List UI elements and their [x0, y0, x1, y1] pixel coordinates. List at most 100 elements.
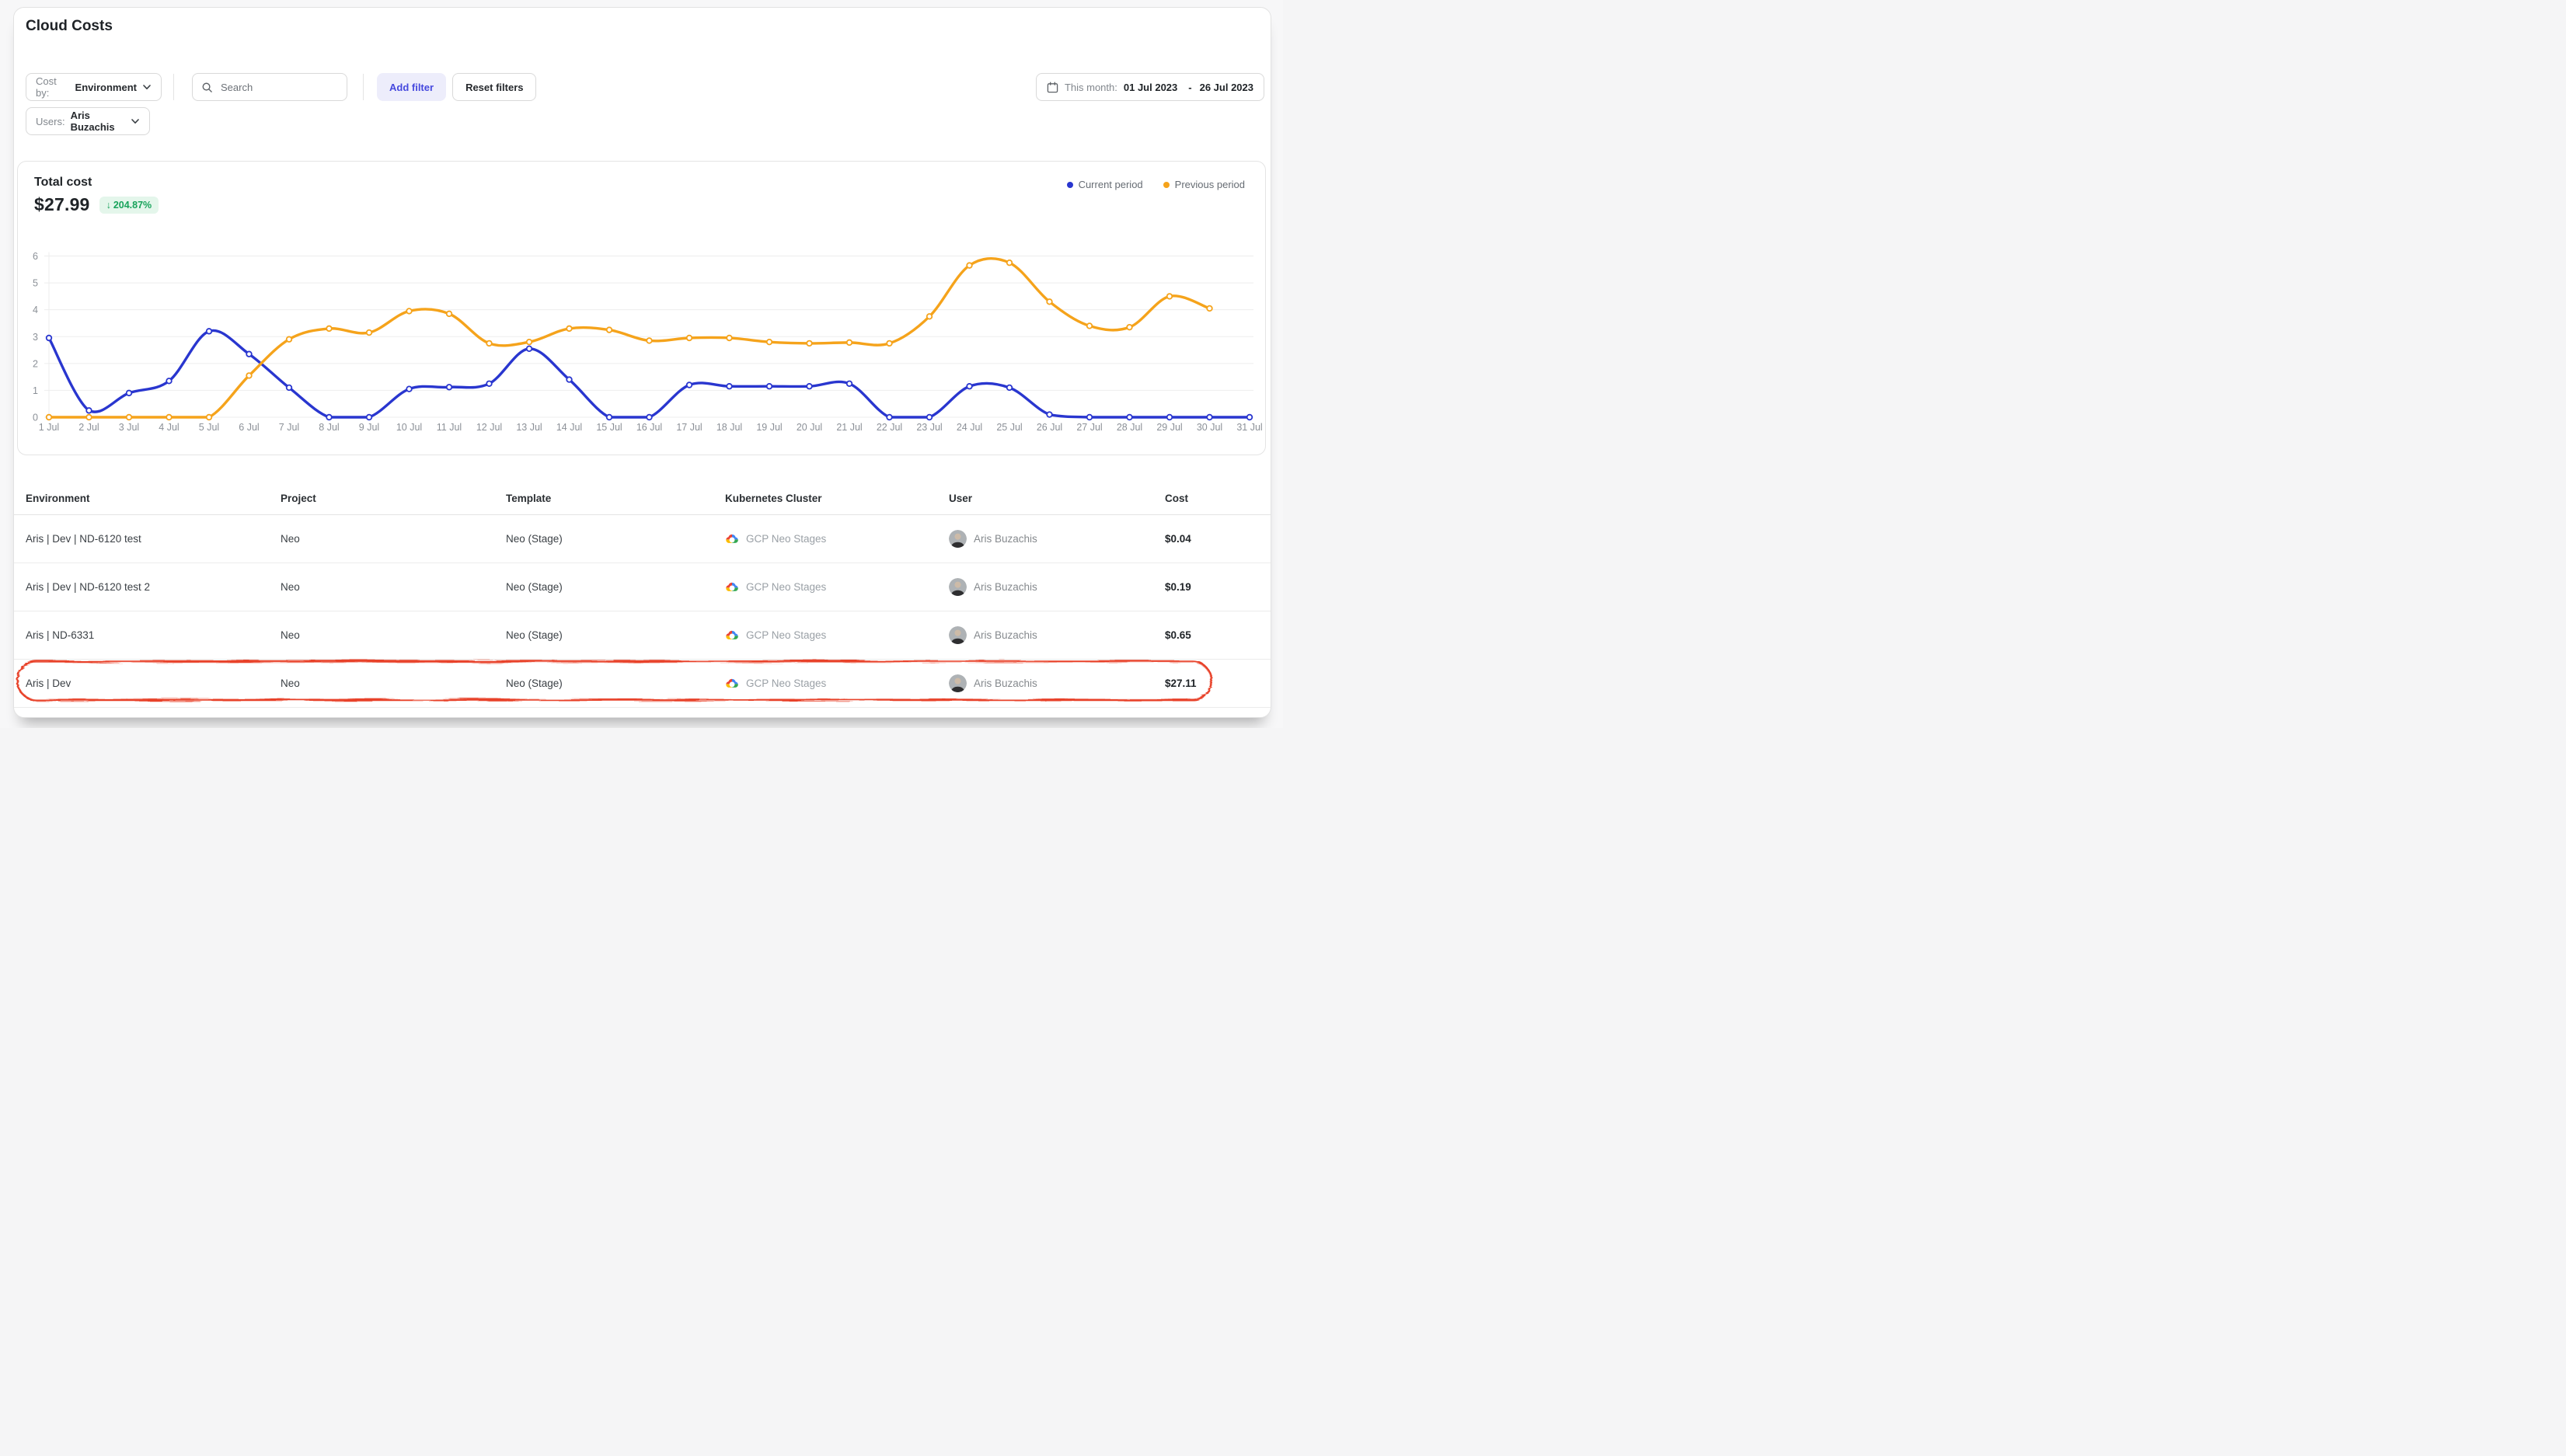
table-row-highlighted[interactable]: Aris | Dev Neo Neo (Stage): [14, 660, 1271, 708]
divider: [173, 74, 174, 100]
search-box[interactable]: [192, 73, 347, 101]
page-title: Cloud Costs: [26, 18, 113, 34]
cell-project: Neo: [281, 581, 300, 593]
column-header-project: Project: [281, 492, 316, 504]
svg-text:31 Jul: 31 Jul: [1236, 422, 1262, 433]
user-name: Aris Buzachis: [974, 629, 1037, 641]
cell-template: Neo (Stage): [506, 629, 563, 641]
table-row[interactable]: Aris | Dev | ND-6120 test 2 Neo Neo (Sta…: [14, 563, 1271, 611]
cost-line-chart: 0 1 2 3 4 5 6 1 Jul 2 Jul 3 Jul 4 Jul 5 Jul 6 Jul 7 J…: [33, 251, 1263, 433]
cell-user: Aris Buzachis: [949, 674, 1165, 692]
filter-bar: Cost by: Environment Add filter Reset fi…: [26, 73, 1264, 101]
cluster-name: GCP Neo Stages: [746, 533, 827, 545]
svg-text:12 Jul: 12 Jul: [476, 422, 502, 433]
cell-environment: Aris | Dev | ND-6120 test 2: [26, 581, 151, 593]
total-cost-label: Total cost: [34, 176, 92, 189]
svg-text:19 Jul: 19 Jul: [756, 422, 782, 433]
svg-text:7 Jul: 7 Jul: [279, 422, 299, 433]
svg-text:11 Jul: 11 Jul: [437, 422, 462, 433]
svg-text:24 Jul: 24 Jul: [957, 422, 982, 433]
cost-by-value: Environment: [75, 81, 137, 93]
date-end: 26 Jul 2023: [1199, 81, 1253, 93]
date-range-picker[interactable]: This month: 01 Jul 2023 - 26 Jul 2023: [1035, 73, 1264, 101]
cell-kubernetes-cluster: GCP Neo Stages: [725, 580, 949, 594]
svg-text:22 Jul: 22 Jul: [877, 422, 902, 433]
column-header-user: User: [949, 492, 973, 504]
legend-label-previous: Previous period: [1174, 179, 1245, 190]
legend-dot-current: [1066, 181, 1073, 188]
gcp-cloud-icon: [725, 532, 739, 546]
svg-text:4 Jul: 4 Jul: [159, 422, 179, 433]
svg-text:29 Jul: 29 Jul: [1156, 422, 1182, 433]
svg-text:21 Jul: 21 Jul: [836, 422, 862, 433]
date-range-label: This month:: [1064, 81, 1117, 93]
cell-cost: $27.11: [1165, 677, 1197, 689]
svg-text:0: 0: [33, 413, 38, 423]
costs-table: Environment Project Template Kubernetes …: [14, 482, 1271, 708]
svg-text:6: 6: [33, 251, 38, 262]
legend-dot-previous: [1163, 181, 1170, 188]
svg-text:30 Jul: 30 Jul: [1197, 422, 1222, 433]
gcp-cloud-icon: [725, 629, 739, 643]
svg-text:1: 1: [33, 385, 38, 396]
legend-label-current: Current period: [1078, 179, 1143, 190]
svg-text:17 Jul: 17 Jul: [676, 422, 702, 433]
user-name: Aris Buzachis: [974, 533, 1037, 545]
cell-kubernetes-cluster: GCP Neo Stages: [725, 532, 949, 546]
gcp-cloud-icon: [725, 580, 739, 594]
svg-text:8 Jul: 8 Jul: [319, 422, 339, 433]
table-row[interactable]: Aris | Dev | ND-6120 test Neo Neo (Stage…: [14, 515, 1271, 563]
svg-text:27 Jul: 27 Jul: [1076, 422, 1102, 433]
cell-project: Neo: [281, 629, 300, 641]
add-filter-button[interactable]: Add filter: [377, 73, 447, 101]
svg-text:16 Jul: 16 Jul: [636, 422, 662, 433]
svg-text:1 Jul: 1 Jul: [39, 422, 59, 433]
cell-user: Aris Buzachis: [949, 530, 1165, 548]
cost-by-label: Cost by:: [36, 75, 57, 99]
cell-template: Neo (Stage): [506, 677, 563, 689]
svg-text:9 Jul: 9 Jul: [359, 422, 379, 433]
svg-text:5 Jul: 5 Jul: [199, 422, 219, 433]
svg-text:5: 5: [33, 278, 38, 289]
cell-cost: $0.19: [1165, 581, 1191, 593]
user-avatar: [949, 530, 967, 548]
svg-text:25 Jul: 25 Jul: [996, 422, 1022, 433]
cell-template: Neo (Stage): [506, 581, 563, 593]
cell-project: Neo: [281, 677, 300, 689]
column-header-kubernetes-cluster: Kubernetes Cluster: [725, 492, 822, 504]
svg-text:20 Jul: 20 Jul: [797, 422, 822, 433]
svg-text:28 Jul: 28 Jul: [1117, 422, 1142, 433]
users-dropdown[interactable]: Users: Aris Buzachis: [26, 107, 150, 135]
svg-text:15 Jul: 15 Jul: [596, 422, 622, 433]
table-row[interactable]: Aris | ND-6331 Neo Neo (Stage): [14, 611, 1271, 660]
svg-text:23 Jul: 23 Jul: [916, 422, 942, 433]
user-avatar: [949, 578, 967, 596]
calendar-icon: [1047, 81, 1058, 93]
arrow-down-icon: ↓: [106, 199, 111, 211]
total-cost-block: Total cost $27.99 ↓ 204.87%: [34, 176, 159, 215]
svg-text:18 Jul: 18 Jul: [716, 422, 742, 433]
cell-kubernetes-cluster: GCP Neo Stages: [725, 677, 949, 691]
svg-text:3: 3: [33, 332, 38, 343]
reset-filters-button[interactable]: Reset filters: [452, 73, 537, 101]
cluster-name: GCP Neo Stages: [746, 677, 827, 689]
user-avatar: [949, 674, 967, 692]
divider: [363, 74, 364, 100]
svg-text:2 Jul: 2 Jul: [78, 422, 99, 433]
cell-user: Aris Buzachis: [949, 578, 1165, 596]
cell-template: Neo (Stage): [506, 533, 563, 545]
cost-by-dropdown[interactable]: Cost by: Environment: [26, 73, 162, 101]
cell-environment: Aris | Dev | ND-6120 test: [26, 533, 141, 545]
user-name: Aris Buzachis: [974, 581, 1037, 593]
cell-environment: Aris | Dev: [26, 677, 71, 689]
svg-text:3 Jul: 3 Jul: [119, 422, 139, 433]
search-input[interactable]: [219, 80, 338, 94]
svg-text:6 Jul: 6 Jul: [239, 422, 259, 433]
table-body: Aris | Dev | ND-6120 test Neo Neo (Stage…: [14, 515, 1271, 708]
date-start: 01 Jul 2023: [1123, 81, 1178, 93]
legend-previous-period[interactable]: Previous period: [1163, 179, 1245, 190]
legend-current-period[interactable]: Current period: [1066, 179, 1143, 190]
svg-text:2: 2: [33, 358, 38, 369]
users-value: Aris Buzachis: [70, 110, 115, 133]
user-avatar: [949, 626, 967, 644]
